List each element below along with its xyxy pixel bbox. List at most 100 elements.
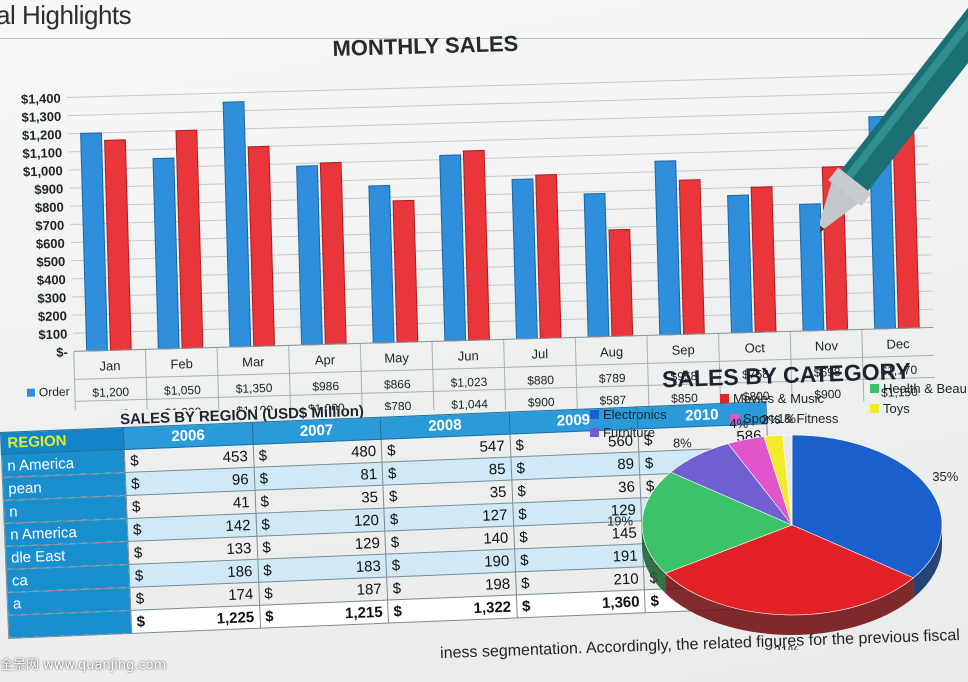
gridline: [67, 109, 928, 135]
table-divider: [144, 349, 148, 410]
bar-order: [222, 101, 252, 348]
bar-order: [296, 165, 323, 346]
currency-symbol: $: [257, 556, 339, 583]
legend-label: Sports & Fitness: [743, 411, 839, 426]
table-divider: [359, 343, 363, 410]
x-tick-label: Sep: [671, 342, 695, 358]
table-divider: [861, 329, 865, 402]
legend-swatch: [590, 428, 599, 437]
data-label-revenue: $1,150: [881, 385, 918, 400]
y-tick-label: $1,400: [21, 91, 61, 107]
currency-symbol: $: [253, 464, 336, 491]
pie-data-label: 35%: [932, 469, 958, 484]
watermark: 全景网 www.quanjing.com: [0, 658, 167, 673]
pie-side-shade: [913, 525, 942, 598]
value-cell: 127: [464, 502, 514, 528]
value-cell: 129: [336, 531, 386, 557]
currency-symbol: $: [128, 561, 211, 588]
data-label-order: $1,350: [236, 381, 273, 396]
data-label-revenue: $780: [384, 399, 411, 410]
x-axis: [73, 326, 934, 352]
legend-swatch: [720, 394, 729, 403]
bar-chart-group: MONTHLY SALES $- $100 $200 $300 $400 $500 $600 $…: [21, 31, 935, 410]
value-cell: 183: [337, 554, 387, 580]
pie-data-label: 31%: [774, 643, 800, 650]
x-tick-label: Nov: [815, 338, 839, 354]
bar-revenue: [104, 139, 132, 351]
y-tick-label: $400: [37, 272, 66, 288]
value-cell: 35: [463, 480, 513, 505]
bar-revenue: [175, 129, 204, 349]
gridline: [71, 254, 932, 280]
data-label-order: $789: [599, 371, 626, 386]
y-tick-label: $200: [38, 308, 67, 324]
gridline: [72, 272, 932, 298]
value-cell: 41: [206, 490, 256, 516]
bar-revenue: [247, 145, 276, 347]
value-cell: 81: [334, 462, 384, 488]
legend-swatch-order: [26, 388, 36, 397]
bar-order: [511, 178, 538, 340]
pie-side: [665, 573, 914, 635]
y-tick-label: $1,000: [23, 163, 63, 179]
currency-symbol: $: [256, 533, 338, 560]
table-divider: [646, 335, 650, 408]
currency-symbol: $: [387, 596, 470, 624]
data-label-revenue: $1,200: [164, 405, 201, 410]
total-cell: 1,215: [339, 600, 389, 625]
table-row-line: [75, 376, 935, 402]
legend-label-order: Order: [39, 385, 70, 400]
pie-slice: [664, 524, 914, 616]
gridline: [67, 91, 927, 117]
bar-revenue: [750, 186, 777, 333]
value-cell: 120: [335, 508, 385, 534]
data-label-order: $1,023: [450, 375, 487, 390]
gridline: [68, 145, 929, 171]
data-label-revenue: $800: [743, 389, 770, 404]
data-label-order: $866: [384, 377, 411, 392]
currency-symbol: $: [129, 584, 212, 611]
y-tick-label: $1,300: [21, 109, 61, 125]
gridline: [71, 236, 931, 262]
table-divider: [789, 331, 793, 404]
currency-symbol: $: [385, 550, 468, 578]
currency-symbol: $: [127, 538, 210, 565]
legend-label: Furniture: [603, 425, 655, 440]
legend-label-revenue: Revenue: [39, 406, 88, 410]
y-tick-label: $300: [37, 290, 66, 306]
bar-order: [654, 160, 682, 336]
total-cell: 1,322: [468, 594, 518, 620]
gridline: [68, 127, 928, 153]
bar-revenue: [392, 199, 419, 343]
currency-symbol: $: [384, 527, 467, 555]
data-label-revenue: $587: [599, 393, 626, 408]
chart-title: MONTHLY SALES: [332, 31, 518, 61]
bar-revenue: [462, 149, 490, 341]
monthly-sales-chart: MONTHLY SALES $- $100 $200 $300 $400 $500 $600 $…: [21, 31, 935, 410]
value-cell: 547: [461, 434, 511, 459]
x-tick-label: Jan: [99, 358, 120, 374]
bar-revenue: [319, 161, 347, 345]
pie-data-label: 19%: [607, 514, 633, 529]
value-cell: 453: [204, 444, 254, 470]
bar-order: [583, 192, 610, 338]
value-cell: 480: [333, 439, 383, 465]
bar-order: [439, 154, 467, 342]
legend-label: Toys: [883, 401, 910, 416]
currency-symbol: $: [386, 573, 469, 601]
x-tick-label: Apr: [315, 352, 336, 368]
currency-symbol: $: [124, 446, 206, 473]
bar-order: [727, 194, 753, 334]
currency-symbol: $: [126, 492, 208, 519]
gridline: [73, 308, 933, 334]
data-label-revenue: $850: [671, 391, 698, 406]
x-tick-label: Oct: [744, 340, 765, 356]
currency-symbol: $: [383, 504, 466, 532]
gridline: [70, 199, 930, 225]
pie-side-shade: [665, 573, 914, 635]
data-label-order: $1,170: [880, 363, 917, 378]
gridline: [69, 163, 929, 189]
data-label-revenue: $900: [814, 387, 841, 402]
y-tick-label: $700: [35, 218, 64, 234]
pie-side: [913, 525, 942, 598]
